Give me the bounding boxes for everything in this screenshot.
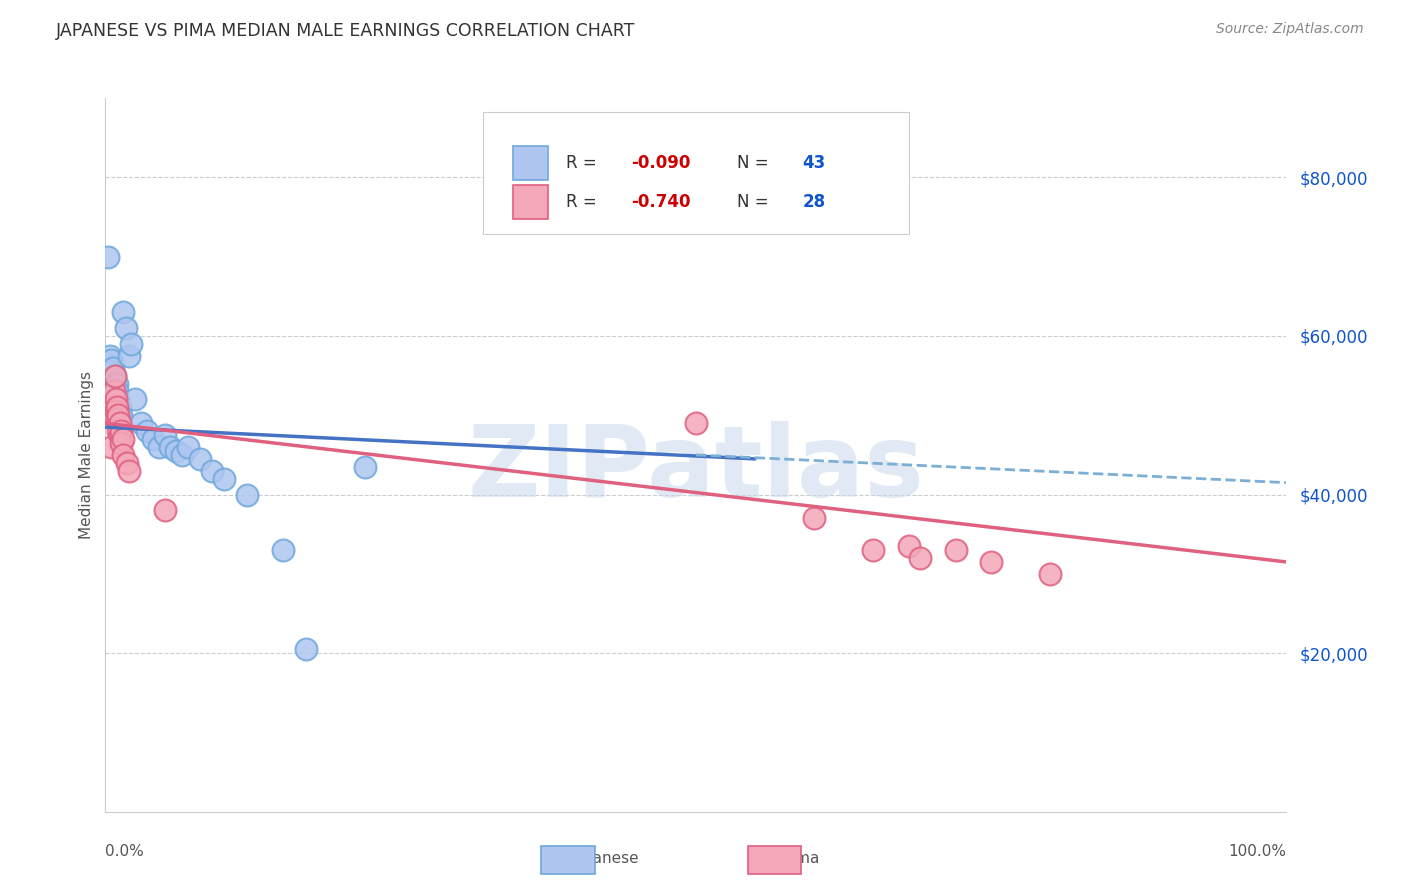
Point [153,503,176,517]
Point [105,392,128,407]
Text: 0.0%: 0.0% [105,845,145,859]
Point [165,444,187,458]
Point [295,642,318,657]
Point [100,368,122,383]
Point [108,416,131,430]
Point [910,551,932,566]
Text: 28: 28 [803,194,825,211]
Point [103,373,125,387]
FancyBboxPatch shape [513,186,548,219]
Point [103,401,125,415]
Text: N =: N = [737,194,775,211]
Point [212,472,235,486]
Point [110,436,132,450]
Point [153,428,176,442]
Point [980,555,1002,569]
Point [115,456,138,470]
Point [107,409,129,423]
Point [236,487,259,501]
Text: -0.090: -0.090 [631,154,690,172]
Point [862,543,884,558]
Point [120,337,142,351]
Point [188,451,211,466]
Point [945,543,967,558]
Point [103,384,125,399]
FancyBboxPatch shape [484,112,908,234]
Text: R =: R = [567,194,602,211]
Point [118,349,141,363]
Text: JAPANESE VS PIMA MEDIAN MALE EARNINGS CORRELATION CHART: JAPANESE VS PIMA MEDIAN MALE EARNINGS CO… [56,22,636,40]
Point [112,305,135,319]
Point [100,440,122,454]
Point [103,380,125,394]
Point [104,368,127,383]
Point [129,416,152,430]
Text: ZIPatlas: ZIPatlas [468,421,924,517]
Point [110,409,132,423]
Text: R =: R = [567,154,602,172]
Point [177,440,200,454]
Point [803,511,825,525]
Text: 43: 43 [803,154,825,172]
Text: Pima: Pima [783,851,820,865]
Point [101,409,124,423]
Point [685,416,707,430]
Point [105,376,128,391]
Point [172,448,194,462]
Point [135,424,157,438]
Text: -0.740: -0.740 [631,194,690,211]
Point [105,384,128,399]
Point [98,349,121,363]
FancyBboxPatch shape [513,146,548,180]
Point [104,368,127,383]
Point [159,440,181,454]
Point [107,409,129,423]
Point [101,360,124,375]
Point [112,432,135,446]
Point [107,392,129,407]
Text: Source: ZipAtlas.com: Source: ZipAtlas.com [1216,22,1364,37]
Y-axis label: Median Male Earnings: Median Male Earnings [79,371,94,539]
Point [107,424,129,438]
Point [201,464,224,478]
Point [97,250,120,264]
Point [118,464,141,478]
Point [1039,566,1062,581]
Text: N =: N = [737,154,775,172]
Point [110,424,132,438]
Text: Japanese: Japanese [569,851,640,865]
Point [104,376,127,391]
Point [100,360,122,375]
Point [105,404,128,418]
Point [108,428,131,442]
Point [100,352,122,367]
Point [105,412,128,426]
Point [101,376,124,391]
Point [271,543,294,558]
Point [897,539,920,553]
Point [112,448,135,462]
Text: 100.0%: 100.0% [1229,845,1286,859]
Point [101,365,124,379]
Point [105,401,128,415]
Point [105,392,128,407]
Point [148,440,170,454]
Point [108,401,131,415]
Point [142,432,165,446]
Point [124,392,146,407]
Point [108,412,131,426]
Point [105,384,128,399]
Point [354,459,377,474]
Point [114,321,136,335]
Point [105,401,128,415]
